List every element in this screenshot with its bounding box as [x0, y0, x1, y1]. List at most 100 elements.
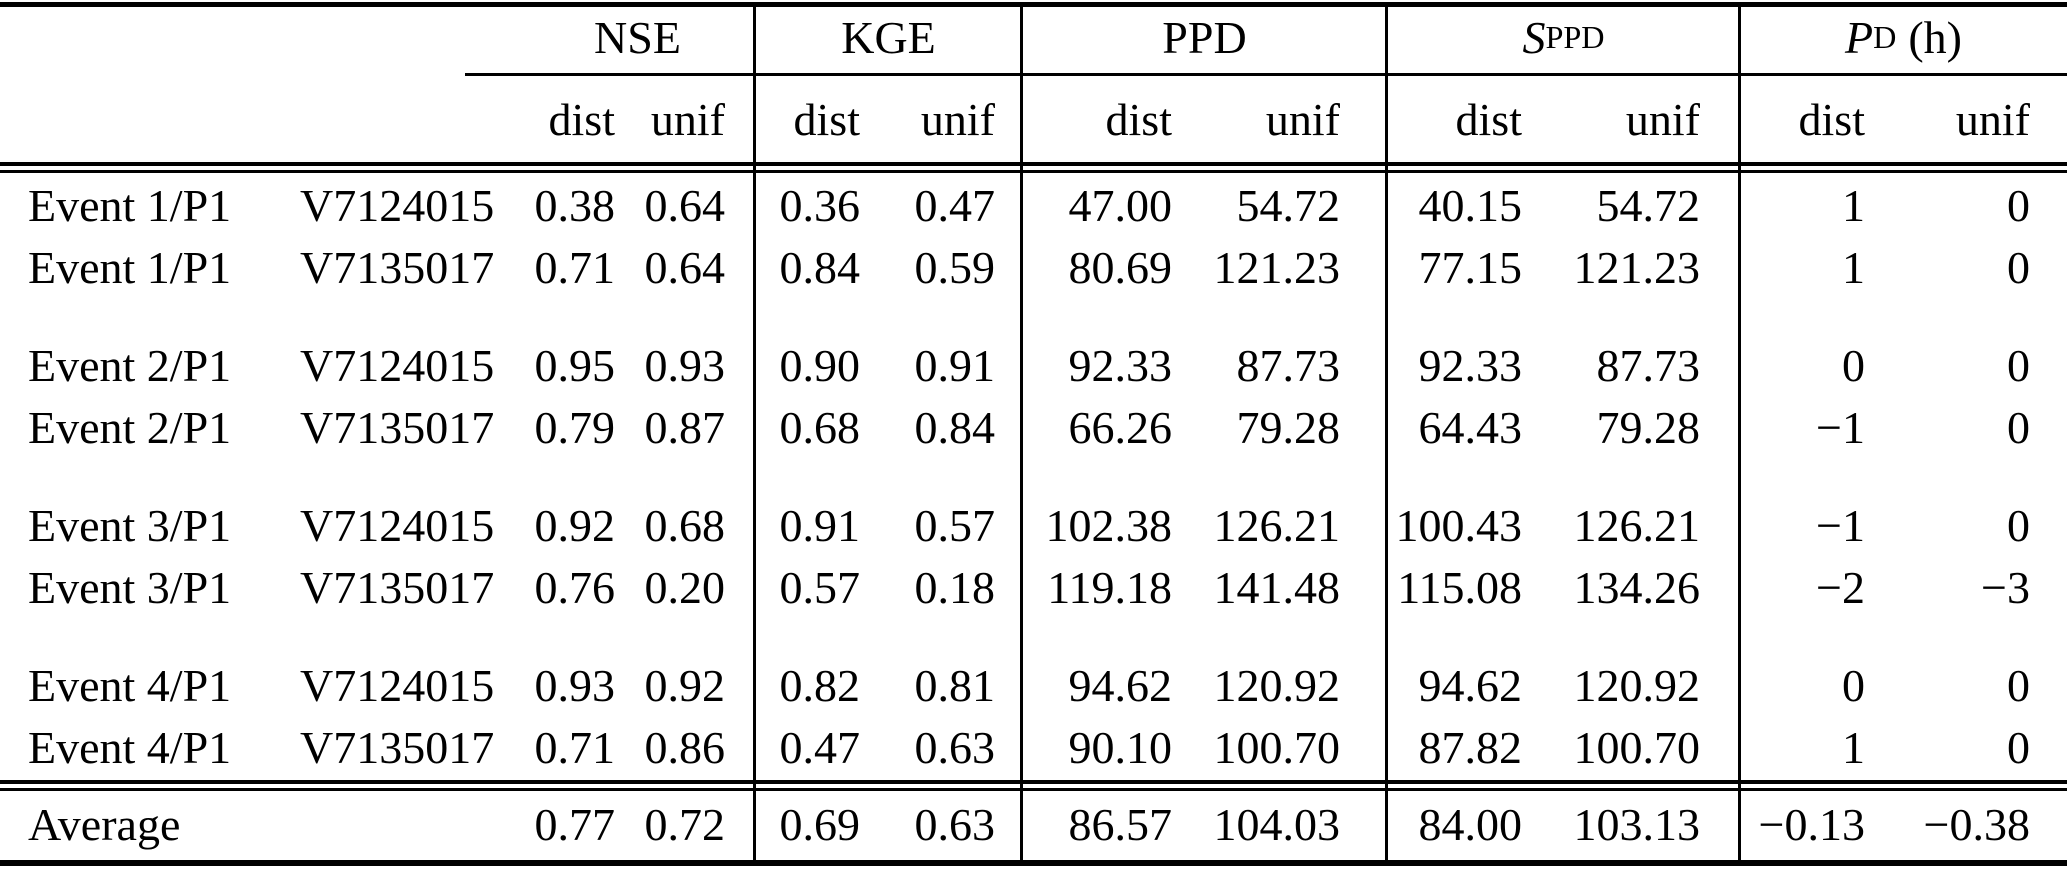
sppd-dist-value: 64.43: [1418, 402, 1523, 453]
column-group-sppd: S PPD: [1387, 0, 1740, 75]
separator-ppd-sppd: [1385, 7, 1388, 860]
ppd-dist-value: 94.62: [1068, 660, 1173, 711]
ppd-dist-value: 80.69: [1068, 242, 1173, 293]
kge-dist-value: 0.82: [779, 660, 861, 711]
sppd-subscript: PPD: [1545, 19, 1605, 56]
kge-label: KGE: [841, 11, 936, 63]
sppd-dist-value: 40.15: [1418, 180, 1523, 231]
ppd-unif-value: 100.70: [1213, 722, 1341, 773]
nse-unif-value: 0.86: [644, 722, 726, 773]
kge-unif-value: 0.84: [914, 402, 996, 453]
nse-dist-average: 0.77: [534, 798, 616, 850]
station-id: V7135017: [300, 242, 495, 293]
kge-unif-value: 0.91: [914, 340, 996, 391]
event-label: Event 4/P1: [28, 660, 232, 711]
pd-dist-value: 1: [1842, 180, 1865, 231]
column-group-pd: P D (h): [1740, 0, 2067, 75]
pd-unit-label: (h): [1908, 11, 1962, 63]
event-label: Event 2/P1: [28, 340, 232, 391]
ppd-unif-average: 104.03: [1213, 798, 1341, 850]
sppd-dist-value: 87.82: [1418, 722, 1523, 773]
kge-dist-header: dist: [793, 94, 860, 145]
nse-unif-value: 0.20: [644, 562, 726, 613]
pd-main-label: P: [1845, 11, 1874, 63]
pd-unif-value: 0: [2007, 500, 2030, 551]
kge-dist-value: 0.90: [779, 340, 861, 391]
nse-dist-value: 0.92: [534, 500, 616, 551]
sppd-unif-header: unif: [1625, 94, 1700, 145]
station-id: V7124015: [300, 180, 495, 231]
table-row: Event 3/P1 V7135017 0.76 0.20 0.57 0.18 …: [0, 557, 2067, 619]
event-label: Event 3/P1: [28, 500, 232, 551]
sppd-unif-value: 120.92: [1573, 660, 1701, 711]
separator-sppd-pd: [1738, 7, 1741, 860]
pd-dist-value: 1: [1842, 722, 1865, 773]
ppd-unif-value: 79.28: [1236, 402, 1341, 453]
sppd-unif-value: 121.23: [1573, 242, 1701, 293]
pd-unif-average: −0.38: [1923, 798, 2030, 850]
event-label: Event 4/P1: [28, 722, 232, 773]
pd-subscript: D: [1873, 19, 1897, 56]
table-row: Event 2/P1 V7135017 0.79 0.87 0.68 0.84 …: [0, 397, 2067, 459]
ppd-unif-value: 121.23: [1213, 242, 1341, 293]
bottom-rule: [0, 860, 2067, 866]
event-label: Event 3/P1: [28, 562, 232, 613]
ppd-dist-value: 47.00: [1068, 180, 1173, 231]
kge-unif-value: 0.59: [914, 242, 996, 293]
sppd-unif-value: 100.70: [1573, 722, 1701, 773]
pd-dist-average: −0.13: [1758, 798, 1865, 850]
sppd-dist-value: 100.43: [1395, 500, 1523, 551]
ppd-unif-value: 87.73: [1236, 340, 1341, 391]
station-id: V7135017: [300, 722, 495, 773]
table-row: Event 2/P1 V7124015 0.95 0.93 0.90 0.91 …: [0, 335, 2067, 397]
nse-unif-value: 0.64: [644, 242, 726, 293]
nse-unif-value: 0.87: [644, 402, 726, 453]
pd-dist-value: −1: [1816, 500, 1865, 551]
pd-dist-value: 0: [1842, 660, 1865, 711]
subheader-row: dist unif dist unif dist unif dist unif …: [0, 75, 2067, 165]
sppd-unif-value: 126.21: [1573, 500, 1701, 551]
station-id: V7135017: [300, 562, 495, 613]
sppd-dist-value: 77.15: [1418, 242, 1523, 293]
pd-dist-value: 1: [1842, 242, 1865, 293]
nse-dist-value: 0.93: [534, 660, 616, 711]
ppd-dist-value: 66.26: [1068, 402, 1173, 453]
station-id: V7124015: [300, 660, 495, 711]
table-row: Event 4/P1 V7135017 0.71 0.86 0.47 0.63 …: [0, 717, 2067, 779]
ppd-dist-average: 86.57: [1068, 798, 1173, 850]
pd-unif-value: 0: [2007, 180, 2030, 231]
separator-nse-kge: [753, 7, 756, 860]
blank-cell: [0, 75, 250, 165]
event-group-spacer: [0, 299, 2067, 335]
event-label: Event 1/P1: [28, 242, 232, 293]
pd-dist-value: −1: [1816, 402, 1865, 453]
ppd-label: PPD: [1162, 11, 1247, 63]
nse-label: NSE: [594, 11, 681, 63]
nse-unif-average: 0.72: [644, 798, 726, 850]
column-group-kge: KGE: [755, 0, 1022, 75]
event-group-spacer: [0, 619, 2067, 655]
sppd-dist-average: 84.00: [1418, 798, 1523, 850]
nse-unif-value: 0.64: [644, 180, 726, 231]
nse-dist-value: 0.79: [534, 402, 616, 453]
pd-dist-header: dist: [1798, 94, 1865, 145]
event-label: Event 2/P1: [28, 402, 232, 453]
kge-unif-header: unif: [920, 94, 995, 145]
pd-unif-value: 0: [2007, 722, 2030, 773]
kge-dist-average: 0.69: [779, 798, 861, 850]
sppd-dist-value: 115.08: [1397, 562, 1522, 613]
sppd-dist-value: 92.33: [1418, 340, 1523, 391]
event-group-spacer: [0, 459, 2067, 495]
table-row: Event 1/P1 V7124015 0.38 0.64 0.36 0.47 …: [0, 175, 2067, 237]
group-header-underline-rule: [465, 73, 2067, 76]
sppd-unif-value: 79.28: [1596, 402, 1701, 453]
ppd-dist-value: 119.18: [1047, 562, 1172, 613]
nse-dist-value: 0.76: [534, 562, 616, 613]
nse-dist-header: dist: [548, 94, 615, 145]
blank-cell: [250, 75, 520, 165]
table-row: Event 1/P1 V7135017 0.71 0.64 0.84 0.59 …: [0, 237, 2067, 299]
kge-unif-value: 0.18: [914, 562, 996, 613]
sppd-unif-value: 54.72: [1596, 180, 1701, 231]
nse-dist-value: 0.71: [534, 722, 616, 773]
